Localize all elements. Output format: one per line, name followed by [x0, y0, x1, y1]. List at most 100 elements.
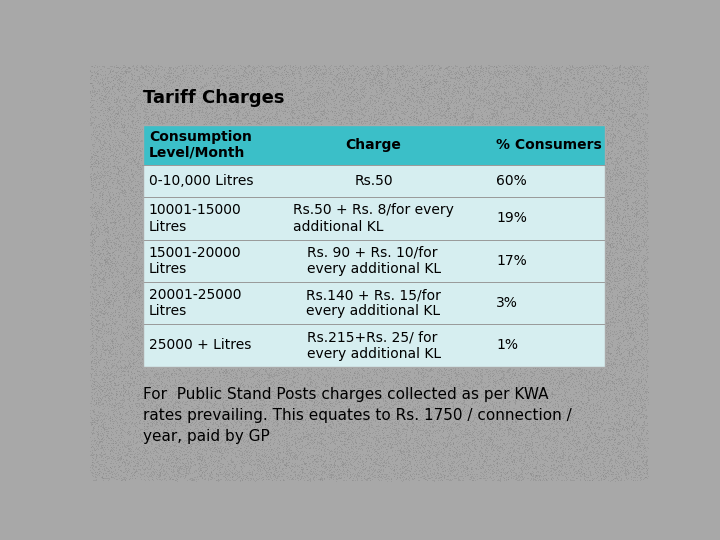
Point — [375, 410, 387, 418]
Point — [589, 369, 600, 377]
Point — [466, 184, 477, 192]
Point — [279, 333, 290, 341]
Point — [351, 267, 363, 276]
Point — [447, 298, 459, 306]
Point — [240, 195, 251, 204]
Point — [368, 239, 379, 248]
Point — [366, 127, 378, 136]
Point — [114, 303, 125, 312]
Point — [635, 375, 647, 384]
Point — [233, 323, 245, 332]
Point — [487, 334, 498, 342]
Point — [143, 332, 154, 340]
Point — [555, 448, 567, 457]
Point — [498, 309, 510, 318]
Point — [413, 231, 425, 239]
Point — [592, 313, 603, 321]
Point — [566, 94, 577, 103]
Point — [227, 94, 238, 103]
Point — [144, 346, 156, 354]
Point — [438, 261, 449, 270]
Point — [563, 427, 575, 436]
Point — [518, 89, 530, 97]
Point — [528, 151, 540, 159]
Point — [336, 108, 348, 117]
Point — [498, 455, 510, 464]
Point — [89, 198, 101, 207]
Point — [317, 167, 328, 176]
Point — [250, 230, 261, 239]
Point — [564, 193, 576, 202]
Point — [408, 185, 420, 194]
Point — [269, 162, 280, 171]
Point — [292, 421, 303, 429]
Point — [556, 407, 567, 415]
Point — [119, 300, 130, 308]
Point — [102, 242, 114, 251]
Point — [619, 461, 631, 470]
Point — [274, 125, 286, 133]
Point — [614, 232, 626, 240]
Point — [192, 375, 203, 384]
Point — [286, 116, 297, 124]
Point — [348, 167, 360, 176]
Point — [329, 464, 341, 473]
Point — [602, 271, 613, 280]
Point — [108, 81, 120, 90]
Point — [204, 103, 216, 111]
Point — [611, 255, 623, 264]
Point — [396, 454, 408, 462]
Point — [523, 388, 535, 397]
Point — [344, 196, 356, 205]
Point — [95, 274, 107, 283]
Point — [361, 162, 373, 171]
Point — [92, 281, 104, 289]
Point — [416, 254, 428, 263]
Point — [335, 280, 346, 288]
Point — [405, 464, 417, 472]
Point — [394, 316, 405, 325]
Point — [528, 381, 539, 390]
Point — [445, 258, 456, 267]
Point — [584, 377, 595, 386]
Point — [297, 460, 308, 468]
Point — [245, 262, 256, 271]
Point — [385, 97, 397, 106]
Point — [473, 258, 485, 267]
Point — [102, 308, 113, 317]
Point — [230, 91, 241, 100]
Point — [323, 414, 335, 422]
Point — [612, 427, 624, 436]
Point — [405, 141, 417, 150]
Point — [128, 250, 140, 259]
Point — [474, 249, 486, 258]
Point — [314, 432, 325, 441]
Point — [251, 395, 262, 404]
Point — [420, 181, 432, 190]
Point — [482, 342, 494, 350]
Point — [618, 222, 630, 231]
Point — [385, 66, 397, 75]
Point — [171, 354, 183, 363]
Point — [228, 78, 239, 86]
Point — [601, 204, 613, 212]
Point — [496, 444, 508, 453]
Point — [548, 375, 559, 384]
Point — [176, 471, 187, 480]
Point — [191, 356, 202, 364]
Point — [362, 249, 374, 258]
Point — [321, 112, 333, 121]
Point — [134, 366, 145, 375]
Point — [499, 80, 510, 89]
Point — [441, 75, 452, 84]
Point — [171, 151, 183, 159]
Point — [303, 393, 315, 402]
Point — [430, 272, 441, 280]
Point — [127, 284, 139, 293]
Point — [101, 235, 112, 244]
Point — [283, 363, 294, 372]
Point — [490, 155, 502, 164]
Point — [266, 445, 277, 454]
Point — [382, 433, 394, 441]
Point — [454, 226, 465, 234]
